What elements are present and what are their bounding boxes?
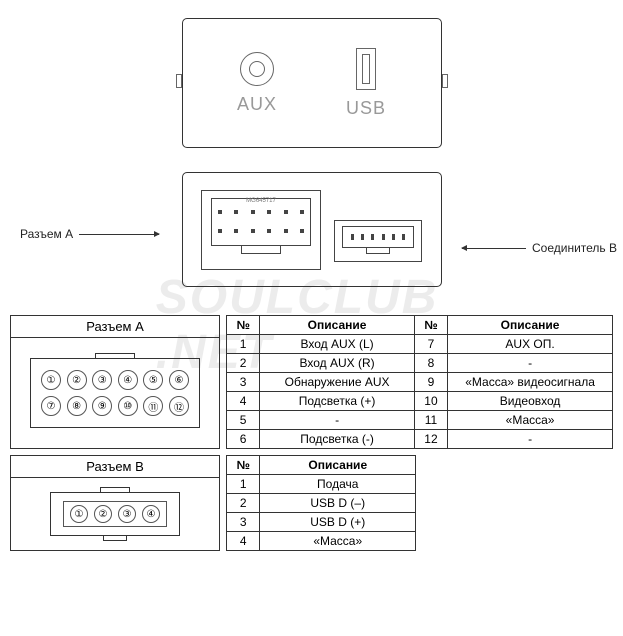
pin-a8: ⑧: [67, 396, 87, 416]
pin-a3: ③: [92, 370, 112, 390]
aux-jack-icon: [240, 52, 274, 86]
arrow-b: [462, 248, 526, 249]
pin-a5: ⑤: [143, 370, 163, 390]
table-row: 5-11«Масса»: [227, 411, 613, 430]
screw-left: [176, 74, 182, 88]
pin-a9: ⑨: [92, 396, 112, 416]
pin-a10: ⑩: [118, 396, 138, 416]
th-num-b: №: [227, 456, 260, 475]
pin-a12: ⑫: [169, 396, 189, 416]
pin-b2: ②: [94, 505, 112, 523]
callout-connector-b: Соединитель B: [462, 241, 617, 255]
connector-a-pinout-icon: ① ② ③ ④ ⑤ ⑥ ⑦ ⑧ ⑨ ⑩ ⑪ ⑫: [30, 358, 200, 428]
pin-table-b: № Описание 1Подача 2USB D (–) 3USB D (+)…: [226, 455, 416, 551]
table-row: 2USB D (–): [227, 494, 416, 513]
pin-table-a: № Описание № Описание 1Вход AUX (L)7AUX …: [226, 315, 613, 449]
th-desc-b: Описание: [260, 456, 416, 475]
aux-port-group: AUX: [237, 52, 277, 115]
pin-a7: ⑦: [41, 396, 61, 416]
pin-b3: ③: [118, 505, 136, 523]
pin-b4: ④: [142, 505, 160, 523]
pin-a1: ①: [41, 370, 61, 390]
connector-b-pinout-icon: ① ② ③ ④: [50, 492, 180, 536]
callout-a-label: Разъем A: [20, 227, 73, 241]
front-panel: AUX USB: [182, 18, 442, 148]
rear-panel-area: Разъем A MG645717 Соединитель B: [10, 172, 613, 287]
table-row: 3USB D (+): [227, 513, 416, 532]
th-num2: №: [414, 316, 447, 335]
table-row: 2Вход AUX (R)8-: [227, 354, 613, 373]
th-desc2: Описание: [448, 316, 613, 335]
connector-a-icon: MG645717: [201, 190, 321, 270]
pin-a2: ②: [67, 370, 87, 390]
connector-a-title: Разъем A: [11, 316, 219, 338]
usb-port-icon: [356, 48, 376, 90]
pin-a6: ⑥: [169, 370, 189, 390]
table-row: 1Подача: [227, 475, 416, 494]
table-a-area: Разъем A ① ② ③ ④ ⑤ ⑥ ⑦ ⑧ ⑨: [10, 315, 613, 449]
callout-b-label: Соединитель B: [532, 241, 617, 255]
pin-a11: ⑪: [143, 396, 163, 416]
table-row: 4Подсветка (+)10Видеовход: [227, 392, 613, 411]
pin-b1: ①: [70, 505, 88, 523]
front-panel-area: AUX USB: [10, 18, 613, 148]
pin-a4: ④: [118, 370, 138, 390]
arrow-a: [79, 234, 159, 235]
aux-label: AUX: [237, 94, 277, 115]
connector-a-cell: Разъем A ① ② ③ ④ ⑤ ⑥ ⑦ ⑧ ⑨: [10, 315, 220, 449]
table-row: 1Вход AUX (L)7AUX ОП.: [227, 335, 613, 354]
table-row: 4«Масса»: [227, 532, 416, 551]
connector-b-cell: Разъем B ① ② ③ ④: [10, 455, 220, 551]
usb-label: USB: [346, 98, 386, 119]
usb-port-group: USB: [346, 48, 386, 119]
table-row: 3Обнаружение AUX9«Масса» видеосигнала: [227, 373, 613, 392]
connector-b-title: Разъем B: [11, 456, 219, 478]
th-num: №: [227, 316, 260, 335]
table-row: 6Подсветка (-)12-: [227, 430, 613, 449]
table-b-area: Разъем B ① ② ③ ④ № Описание 1П: [10, 455, 613, 551]
connector-b-icon: [334, 220, 422, 262]
rear-panel: MG645717: [182, 172, 442, 287]
connector-a-marker: MG645717: [212, 198, 310, 204]
th-desc: Описание: [260, 316, 415, 335]
callout-connector-a: Разъем A: [20, 227, 159, 241]
screw-right: [442, 74, 448, 88]
